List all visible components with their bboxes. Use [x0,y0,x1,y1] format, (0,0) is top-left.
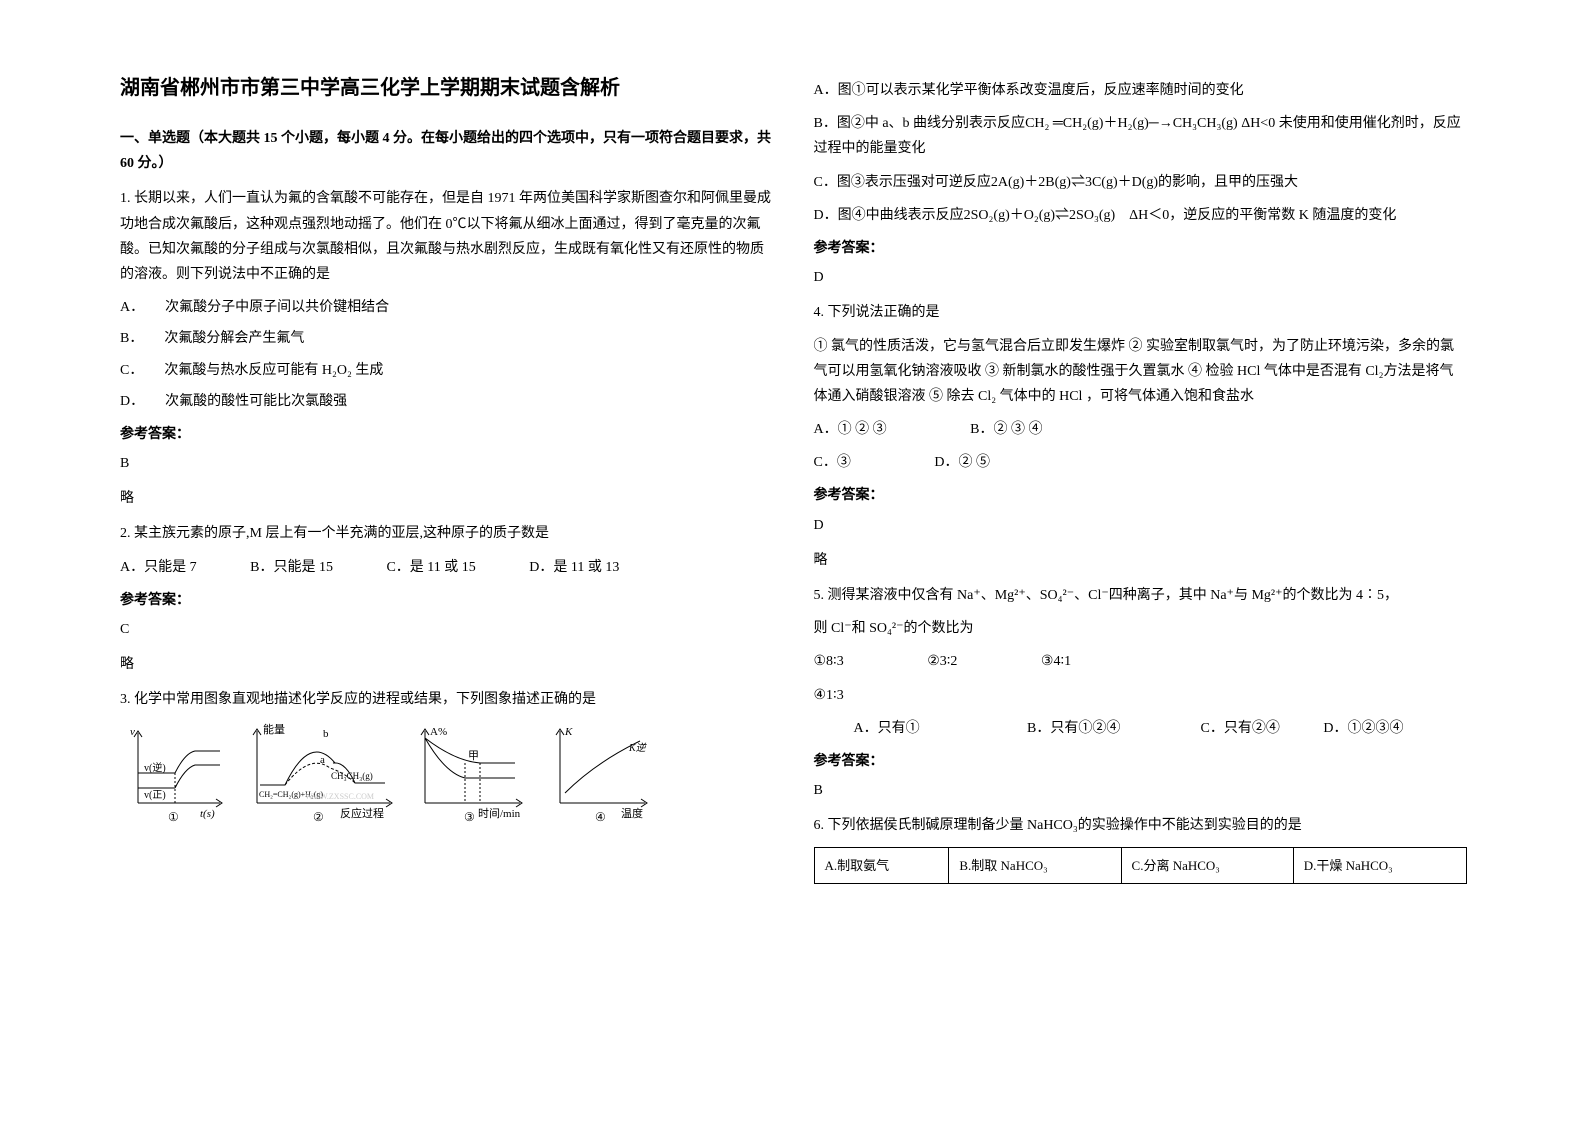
q4-opt-a: A．① ② ③ [814,417,887,442]
q3b-eq: CH₂ ═CH₂(g)＋H₂(g)─→CH₃CH₃(g) [1025,116,1238,131]
q1-opt-c: C． 次氟酸与热水反应可能有 H₂O₂ 生成 [120,358,774,383]
d1-num: ① [168,810,179,823]
q2-opt-b: B．只能是 15 [250,555,333,580]
q1-stem: 1. 长期以来，人们一直认为氟的含氧酸不可能存在，但是自 1971 年两位美国科… [120,186,774,287]
d2-xlabel: 反应过程 [340,806,384,820]
q2-answer: C [120,617,774,642]
d2-prod: CH₃CH₃(g) [331,771,373,781]
d4-num: ④ [595,810,606,823]
q1-answer-label: 参考答案： [120,422,774,447]
q4-options-2: C．③ D．② ⑤ [814,450,1468,475]
q2-opt-c: C．是 11 或 15 [386,555,475,580]
q5-stem: 5. 测得某溶液中仅含有 Na⁺、Mg²⁺、SO₄²⁻、Cl⁻四种离子，其中 N… [814,583,1468,608]
q4-answer-label: 参考答案： [814,483,1468,508]
q4-answer: D [814,513,1468,538]
diagram-1: v v(逆) v(正) t(s) ① [120,723,230,823]
q2-opt-d: D．是 11 或 13 [529,555,619,580]
q3-diagrams: v v(逆) v(正) t(s) ① 能量 b a CH₃CH₃(g) CH₂=… [120,723,774,823]
q2-answer-label: 参考答案： [120,588,774,613]
q5-opt-d: D．①②③④ [1323,716,1403,741]
q6-cell-d: D.干燥 NaHCO₃ [1293,847,1466,883]
q1-opt-a: A． 次氟酸分子中原子间以共价键相结合 [120,295,774,320]
d1-xlabel: t(s) [200,808,215,820]
q1-note: 略 [120,486,774,511]
q3b-pre: B．图②中 a、b 曲线分别表示反应 [814,116,1026,131]
q2-options: A．只能是 7 B．只能是 15 C．是 11 或 15 D．是 11 或 13 [120,555,774,580]
q4-lines: ① 氯气的性质活泼，它与氢气混合后立即发生爆炸 ② 实验室制取氯气时，为了防止环… [814,334,1468,410]
q3d-eq: 2SO₂(g)＋O₂(g)⇌2SO₃(g) ΔH＜0 [964,208,1170,223]
q5-o3: ③4∶1 [1041,649,1071,674]
q4-opt-b: B．② ③ ④ [970,417,1042,442]
q2-note: 略 [120,652,774,677]
chart-1-svg: v v(逆) v(正) t(s) ① [120,723,230,823]
q5-opt-c: C．只有②④ [1201,716,1280,741]
q5-opt-a: A．只有① [854,716,1024,741]
d2-top: b [323,728,329,740]
q4-opt-d: D．② ⑤ [934,450,990,475]
chart-2-svg: 能量 b a CH₃CH₃(g) CH₂=CH₂(g)+H₂(g) WWW.ZX… [245,723,395,823]
q5-o1: ①8∶3 [814,649,844,674]
page-title: 湖南省郴州市市第三中学高三化学上学期期末试题含解析 [120,70,774,106]
chart-3-svg: A% 甲 时间/min ③ [410,723,530,823]
d4-xlabel: 温度 [621,806,643,820]
d3-mark: 甲 [468,750,479,762]
q4-stem: 4. 下列说法正确的是 [814,300,1468,325]
d2-wm: WWW.ZXSSC.COM [305,792,374,801]
d3-ylabel: A% [430,726,447,738]
q3-opt-d: D．图④中曲线表示反应2SO₂(g)＋O₂(g)⇌2SO₃(g) ΔH＜0，逆反… [814,203,1468,228]
diagram-3: A% 甲 时间/min ③ [410,723,530,823]
q5-options: A．只有① B．只有①②④ C．只有②④ D．①②③④ [814,716,1468,741]
q2-opt-a: A．只能是 7 [120,555,197,580]
left-column: 湖南省郴州市市第三中学高三化学上学期期末试题含解析 一、单选题（本大题共 15 … [100,70,794,1082]
q3c-pre: C．图③表示压强对可逆反应 [814,175,991,190]
d4-ylabel: K [564,726,573,738]
q1-opt-b: B． 次氟酸分解会产生氟气 [120,326,774,351]
q4-opt-c: C．③ [814,450,851,475]
q4-note: 略 [814,548,1468,573]
q3-opt-b: B．图②中 a、b 曲线分别表示反应CH₂ ═CH₂(g)＋H₂(g)─→CH₃… [814,111,1468,161]
d1-ylabel: v [130,726,135,738]
diagram-2: 能量 b a CH₃CH₃(g) CH₂=CH₂(g)+H₂(g) WWW.ZX… [245,723,395,823]
q6-cell-a: A.制取氨气 [814,847,949,883]
q6-stem: 6. 下列依据侯氏制碱原理制备少量 NaHCO₃的实验操作中不能达到实验目的的是 [814,813,1468,838]
q5-stem2: 则 Cl⁻和 SO₄²⁻的个数比为 [814,616,1468,641]
q5-o4: ④1∶3 [814,683,1468,708]
q6-cell-c: C.分离 NaHCO₃ [1121,847,1293,883]
d4-line: K逆 [628,742,648,754]
table-row: A.制取氨气 B.制取 NaHCO₃ C.分离 NaHCO₃ D.干燥 NaHC… [814,847,1467,883]
q3-opt-c: C．图③表示压强对可逆反应2A(g)＋2B(g)⇌3C(g)＋D(g)的影响，且… [814,170,1468,195]
q5-numopts-1: ①8∶3 ②3∶2 ③4∶1 [814,649,1468,674]
q6-table: A.制取氨气 B.制取 NaHCO₃ C.分离 NaHCO₃ D.干燥 NaHC… [814,847,1468,884]
q4-options-1: A．① ② ③ B．② ③ ④ [814,417,1468,442]
right-column: A．图①可以表示某化学平衡体系改变温度后，反应速率随时间的变化 B．图②中 a、… [794,70,1488,1082]
q1-opt-d: D． 次氟酸的酸性可能比次氯酸强 [120,389,774,414]
d2-num: ② [313,810,324,823]
chart-4-svg: K K逆 温度 ④ [545,723,655,823]
diagram-4: K K逆 温度 ④ [545,723,655,823]
q3-stem: 3. 化学中常用图象直观地描述化学反应的进程或结果，下列图象描述正确的是 [120,687,774,712]
d2-ylabel: 能量 [263,723,285,736]
q5-answer-label: 参考答案： [814,749,1468,774]
q3c-eq: 2A(g)＋2B(g)⇌3C(g)＋D(g) [991,175,1158,190]
d3-xlabel: 时间/min [478,807,521,820]
q5-opt-b: B．只有①②④ [1027,716,1197,741]
d3-num: ③ [464,810,475,823]
q3d-post: ，逆反应的平衡常数 K 随温度的变化 [1169,208,1396,223]
d1-line2: v(正) [144,790,166,801]
q3c-post: 的影响，且甲的压强大 [1158,175,1298,190]
q3-answer-label: 参考答案： [814,236,1468,261]
q1-answer: B [120,451,774,476]
q5-answer: B [814,778,1468,803]
q3d-pre: D．图④中曲线表示反应 [814,208,964,223]
d2-mid: a [320,754,325,766]
d1-line1: v(逆) [144,761,166,774]
q3-answer: D [814,265,1468,290]
q3-opt-a: A．图①可以表示某化学平衡体系改变温度后，反应速率随时间的变化 [814,78,1468,103]
section-heading: 一、单选题（本大题共 15 个小题，每小题 4 分。在每小题给出的四个选项中，只… [120,126,774,176]
q2-stem: 2. 某主族元素的原子,M 层上有一个半充满的亚层,这种原子的质子数是 [120,521,774,546]
q6-cell-b: B.制取 NaHCO₃ [949,847,1121,883]
q5-o2: ②3∶2 [927,649,957,674]
